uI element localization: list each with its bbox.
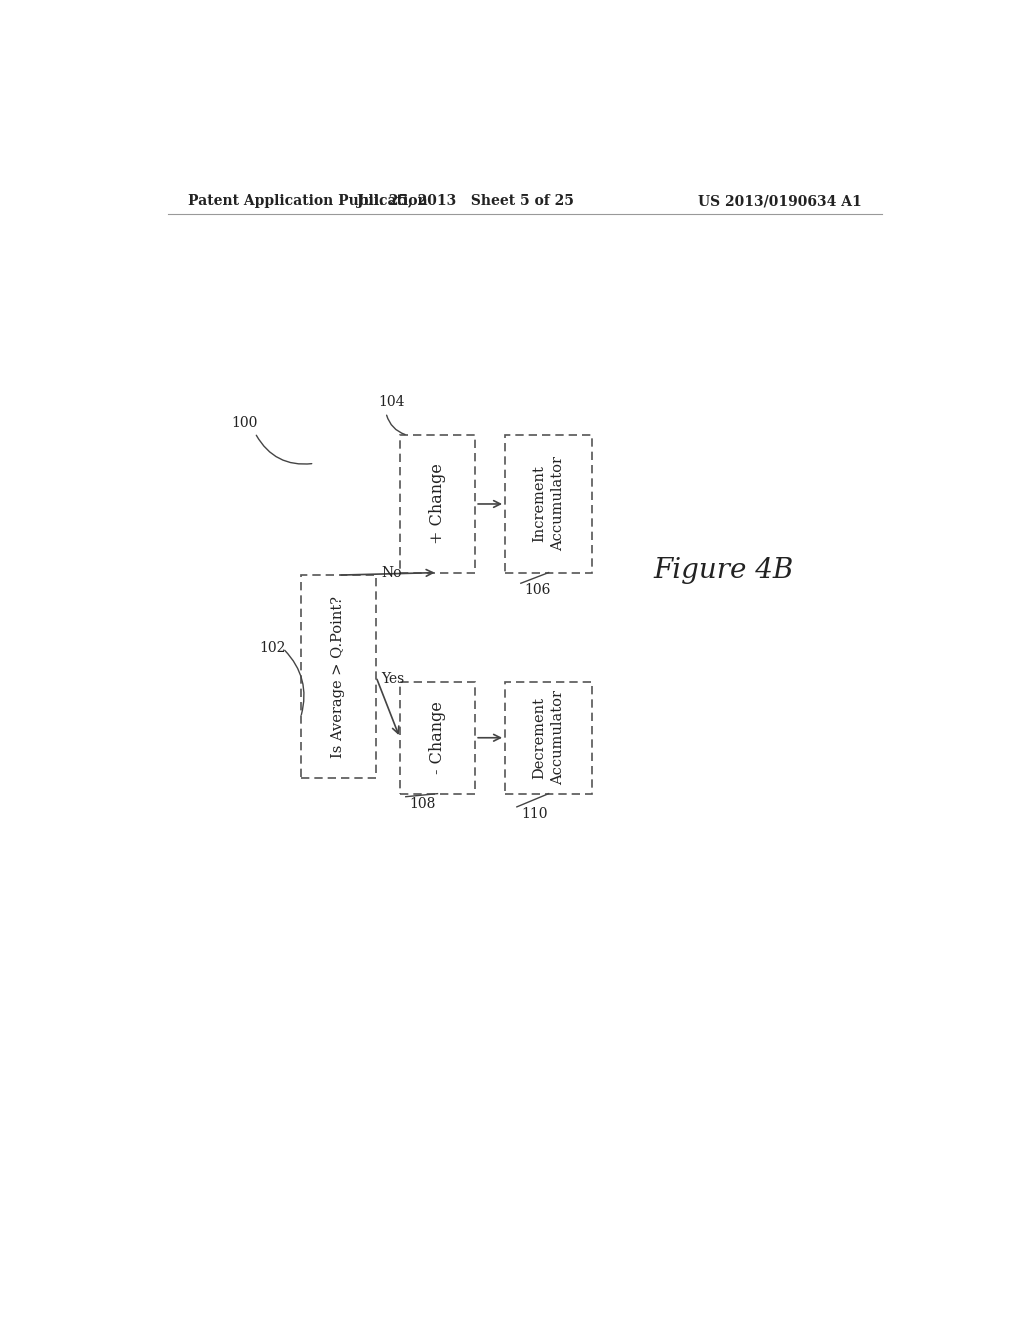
Text: + Change: + Change xyxy=(429,463,446,544)
Bar xyxy=(399,436,475,573)
Text: Figure 4B: Figure 4B xyxy=(653,557,794,583)
Text: - Change: - Change xyxy=(429,701,446,775)
Text: Increment
Accumulator: Increment Accumulator xyxy=(531,457,565,552)
Text: Patent Application Publication: Patent Application Publication xyxy=(187,194,427,209)
Text: US 2013/0190634 A1: US 2013/0190634 A1 xyxy=(698,194,862,209)
Text: No: No xyxy=(382,566,402,581)
Text: 108: 108 xyxy=(410,797,436,810)
Text: Yes: Yes xyxy=(382,672,404,685)
Text: 102: 102 xyxy=(259,642,286,655)
Text: 110: 110 xyxy=(521,807,548,821)
Text: Is Average > Q.Point?: Is Average > Q.Point? xyxy=(332,595,345,758)
Bar xyxy=(399,682,475,793)
Bar xyxy=(301,576,376,779)
Text: Jul. 25, 2013   Sheet 5 of 25: Jul. 25, 2013 Sheet 5 of 25 xyxy=(356,194,573,209)
Text: 100: 100 xyxy=(231,416,258,430)
Text: 106: 106 xyxy=(524,583,551,598)
Text: Decrement
Accumulator: Decrement Accumulator xyxy=(531,690,565,785)
Bar xyxy=(505,682,592,793)
Bar xyxy=(505,436,592,573)
Text: 104: 104 xyxy=(378,395,404,409)
